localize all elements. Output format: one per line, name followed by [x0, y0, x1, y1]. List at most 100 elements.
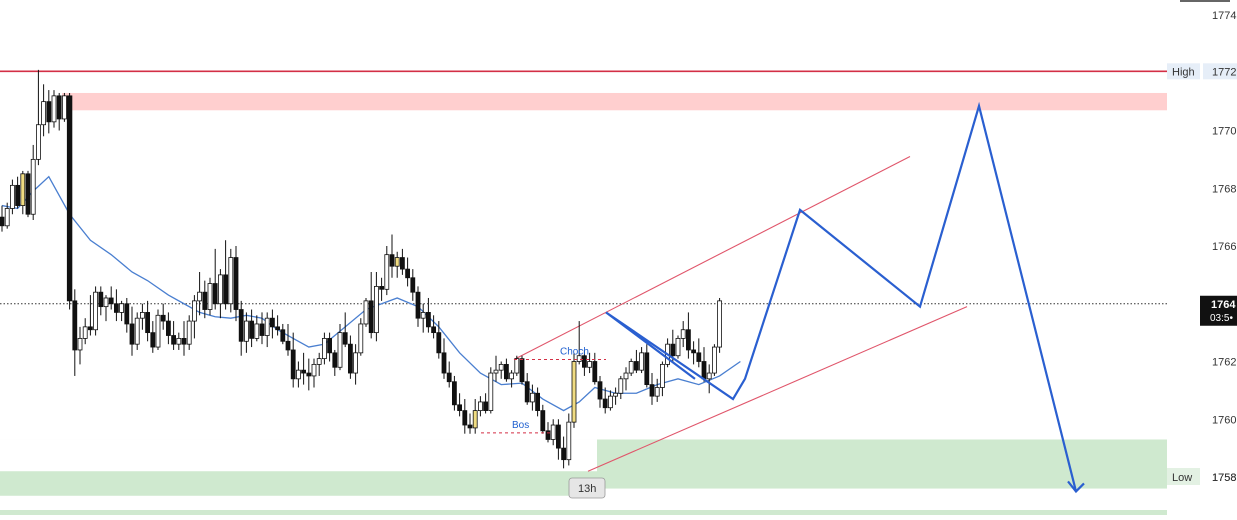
candle-body	[410, 277, 416, 293]
candle-body	[566, 421, 572, 461]
candle-body	[46, 101, 52, 123]
candle	[280, 323, 286, 345]
candle	[410, 269, 416, 301]
candle	[540, 404, 546, 434]
candle	[582, 349, 587, 376]
low-badge	[1167, 468, 1200, 485]
candle-body	[503, 363, 509, 380]
candle	[680, 321, 686, 348]
candle	[160, 303, 166, 330]
candle-body	[25, 173, 31, 215]
candle	[36, 69, 41, 166]
candle	[353, 344, 359, 385]
candle	[597, 375, 603, 408]
candle-body	[353, 352, 359, 374]
candle	[675, 335, 681, 359]
candle	[20, 170, 26, 215]
candle	[181, 321, 187, 356]
candle	[488, 367, 494, 414]
candle-body	[696, 352, 702, 362]
candle	[628, 358, 634, 376]
high-value: 1772	[1212, 66, 1236, 78]
candle-body	[493, 369, 499, 374]
candle-body	[62, 95, 67, 120]
candle	[639, 347, 644, 374]
candle	[571, 352, 577, 428]
candle-body	[108, 297, 114, 305]
candle	[462, 399, 468, 434]
projection-arrowhead	[1067, 480, 1085, 494]
candle-body	[592, 361, 598, 383]
candle-body	[20, 173, 26, 206]
projection-path	[605, 101, 1078, 492]
candle	[509, 370, 515, 388]
candle	[384, 246, 390, 296]
candle	[62, 92, 67, 122]
candle	[363, 297, 369, 327]
candle-body	[571, 361, 577, 423]
candle-body	[509, 372, 515, 380]
candle	[82, 318, 88, 345]
candle	[212, 248, 218, 310]
candle-body	[223, 274, 229, 305]
candle-body	[446, 372, 452, 383]
candle	[660, 361, 665, 397]
candle-body	[155, 314, 161, 348]
channel-layer	[513, 155, 968, 472]
candle-body	[488, 372, 494, 411]
candle	[446, 361, 452, 388]
candle-body	[103, 297, 109, 308]
candle	[436, 321, 442, 359]
candle	[649, 373, 655, 405]
candle-body	[306, 372, 312, 377]
candle	[191, 295, 197, 339]
candle-body	[56, 95, 62, 120]
candle-body	[545, 430, 551, 440]
candle-body	[337, 332, 343, 368]
candle	[275, 315, 281, 336]
supply-zone	[62, 92, 1201, 111]
candle-body	[394, 257, 400, 267]
y-tick-label: 1766	[1212, 241, 1236, 253]
candle-body	[649, 384, 655, 397]
candle-body	[660, 363, 665, 388]
candle	[93, 286, 98, 336]
candle	[155, 309, 161, 350]
y-tick-label: 1760	[1212, 414, 1236, 426]
price-axis[interactable]	[1167, 0, 1237, 515]
candle-body	[425, 312, 431, 328]
candle-body	[462, 410, 468, 426]
candle	[556, 419, 561, 460]
candle	[457, 393, 463, 417]
candle	[243, 312, 249, 353]
candle	[285, 323, 291, 356]
candle	[519, 355, 525, 385]
candle-body	[457, 404, 463, 411]
candle-body	[639, 352, 644, 371]
candle-body	[285, 340, 291, 351]
candle	[602, 387, 608, 414]
candle	[41, 84, 46, 137]
candle	[373, 271, 379, 342]
candle-body	[145, 312, 151, 334]
candle-body	[363, 300, 369, 325]
candle-body	[608, 395, 613, 409]
candle	[139, 303, 145, 330]
candle	[0, 205, 5, 232]
candle	[545, 422, 551, 443]
candle-body	[670, 343, 676, 357]
candle-body	[171, 335, 177, 345]
candle	[503, 358, 509, 382]
candle-body	[72, 300, 78, 351]
candle	[634, 349, 639, 374]
candle-body	[519, 358, 525, 383]
candle	[301, 352, 307, 385]
candle-body	[0, 216, 5, 227]
candle	[228, 248, 234, 313]
candle-body	[618, 378, 624, 394]
candle-body	[358, 323, 364, 354]
axis-labels-layer: 17741772177017681766176217601758High1772…	[568, 10, 1237, 499]
candle-body	[389, 254, 395, 267]
